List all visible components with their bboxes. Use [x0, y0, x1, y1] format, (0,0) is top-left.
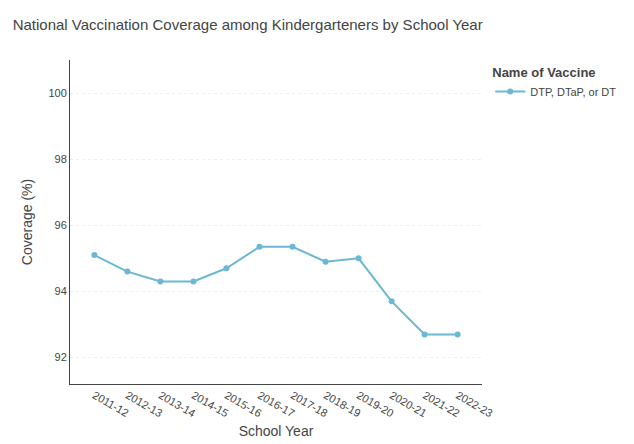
svg-text:94: 94: [55, 285, 67, 297]
svg-text:2012-13: 2012-13: [124, 389, 165, 420]
svg-text:School Year: School Year: [239, 423, 314, 439]
svg-text:2011-12: 2011-12: [91, 389, 131, 419]
svg-text:96: 96: [55, 219, 67, 231]
svg-text:2018-19: 2018-19: [322, 389, 363, 420]
svg-text:2013-14: 2013-14: [157, 389, 198, 420]
svg-text:Name of Vaccine: Name of Vaccine: [492, 65, 595, 80]
svg-text:2015-16: 2015-16: [223, 389, 264, 420]
svg-text:National Vaccination Coverage: National Vaccination Coverage among Kind…: [13, 16, 483, 33]
svg-text:98: 98: [55, 153, 67, 165]
svg-text:2021-22: 2021-22: [421, 389, 462, 420]
svg-text:2020-21: 2020-21: [388, 389, 429, 420]
svg-text:DTP, DTaP, or DT: DTP, DTaP, or DT: [530, 86, 616, 98]
svg-text:2019-20: 2019-20: [355, 389, 396, 420]
svg-text:Coverage (%): Coverage (%): [19, 179, 35, 265]
svg-text:2022-23: 2022-23: [454, 389, 495, 420]
svg-text:2016-17: 2016-17: [256, 389, 297, 420]
svg-text:92: 92: [55, 351, 67, 363]
svg-text:2014-15: 2014-15: [190, 389, 231, 420]
svg-text:2017-18: 2017-18: [289, 389, 330, 420]
svg-text:100: 100: [48, 87, 66, 99]
